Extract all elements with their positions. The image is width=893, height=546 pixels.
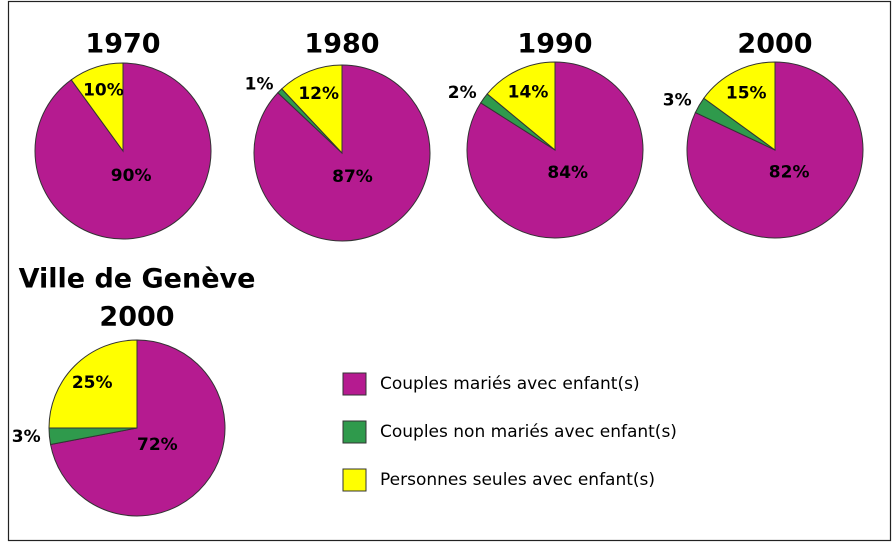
pie-slice [686,61,864,239]
data-label: 84% [547,163,588,183]
data-label: 72% [137,435,178,455]
pie-slice [70,62,124,153]
chart-title: 1990 [517,29,592,60]
legend-swatch [342,420,367,444]
data-label: 14% [508,83,549,103]
chart-title: 1970 [85,29,160,60]
data-label: 1% [245,75,274,95]
chart-title: 2000 [737,29,812,60]
data-label: 2% [448,83,477,103]
legend-label: Couples non mariés avec enfant(s) [380,422,677,442]
legend-swatch [342,468,367,492]
data-label: 3% [663,91,692,111]
data-label: 12% [298,84,339,104]
frame [7,0,892,542]
pie-slice [49,339,226,517]
data-label: 87% [332,167,373,187]
chart-title: 2000 [99,302,174,333]
legend-swatch [342,372,367,396]
pie-slice [703,61,776,151]
data-label: 82% [769,162,810,182]
pie-slice [281,64,343,155]
chart-title: Ville de Genève [19,264,256,295]
data-label: 10% [83,81,124,101]
pie-slice [486,61,556,152]
legend-label: Couples mariés avec enfant(s) [380,374,640,394]
data-label: 90% [111,166,152,186]
data-label: 25% [72,373,113,393]
data-label: 3% [12,427,41,447]
pie-slice [48,339,138,429]
chart-title: 1980 [304,29,379,60]
legend-label: Personnes seules avec enfant(s) [380,470,655,490]
data-label: 15% [726,84,767,104]
